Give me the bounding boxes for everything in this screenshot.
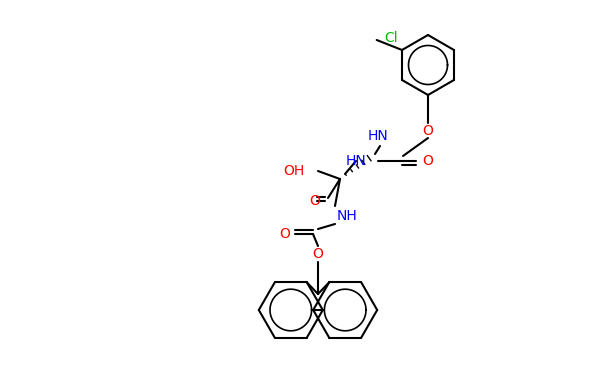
Text: O: O (422, 124, 433, 138)
Text: Cl: Cl (385, 31, 398, 45)
Text: O: O (310, 194, 321, 208)
Text: O: O (422, 154, 433, 168)
Text: HN: HN (368, 129, 388, 143)
Text: OH: OH (283, 164, 304, 178)
Text: NH: NH (336, 209, 358, 223)
Text: HN: HN (345, 154, 366, 168)
Text: O: O (280, 227, 290, 241)
Text: O: O (313, 247, 324, 261)
